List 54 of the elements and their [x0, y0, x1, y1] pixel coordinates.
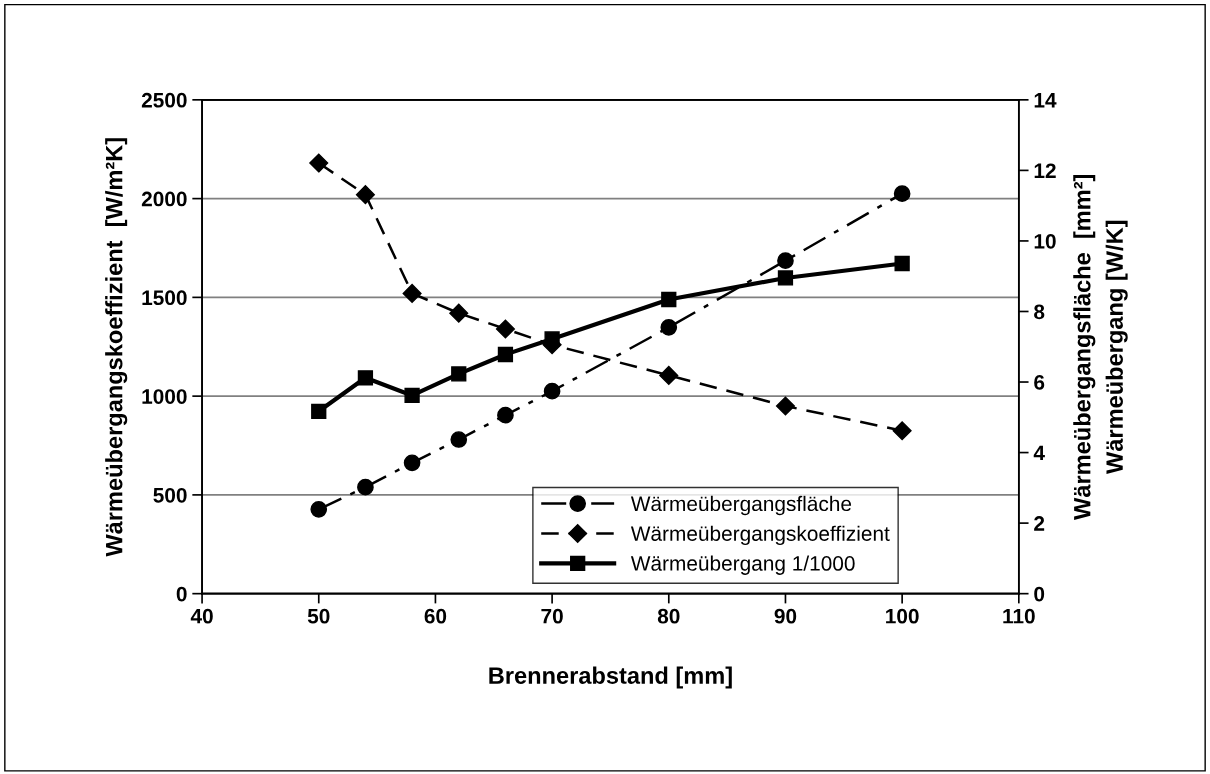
- y-tick-label: 2000: [141, 191, 187, 207]
- y-tick-label: 0: [176, 586, 187, 602]
- y-tick-label: 500: [153, 487, 187, 503]
- point: [402, 283, 422, 303]
- y2-tick-label: 2: [1034, 516, 1045, 531]
- x-tick-label: 60: [424, 608, 447, 624]
- y2-tick-label: 8: [1034, 304, 1045, 320]
- x-axis-title: Brennerabstand [mm]: [489, 666, 732, 689]
- x-tick-label: 100: [886, 608, 919, 624]
- point: [310, 501, 328, 518]
- y2-tick-label: 10: [1034, 233, 1056, 249]
- point: [450, 431, 468, 448]
- point: [777, 252, 794, 270]
- point: [660, 319, 678, 336]
- point: [495, 319, 515, 339]
- point: [661, 291, 677, 308]
- point: [777, 270, 794, 286]
- point: [403, 454, 421, 472]
- legend-label: Wärmeübergang 1/1000: [630, 555, 855, 575]
- y-tick-label: 1000: [142, 389, 187, 404]
- x-tick-label: 70: [541, 608, 563, 624]
- x-tick-label: 90: [774, 608, 797, 624]
- point: [893, 185, 911, 203]
- y2-tick-label: 4: [1033, 445, 1045, 461]
- point: [894, 255, 910, 272]
- point: [357, 478, 374, 496]
- y-tick-label: 2500: [141, 92, 187, 108]
- legend-label: Wärmeübergangskoeffizient: [630, 525, 890, 546]
- point: [544, 331, 560, 347]
- y2-axis-title: Wärmeübergangsfläche [mm²] Wärmeübergang [W/K]: [1073, 174, 1128, 520]
- x-tick-label: 110: [1003, 608, 1035, 624]
- point: [451, 366, 467, 382]
- point: [404, 387, 420, 404]
- point: [497, 346, 514, 363]
- y2-tick-label: 6: [1034, 375, 1045, 390]
- point: [775, 396, 795, 416]
- point: [497, 406, 514, 424]
- x-tick-label: 40: [190, 608, 213, 624]
- point: [543, 382, 561, 400]
- point: [355, 185, 375, 205]
- point: [311, 403, 327, 419]
- y-axis-title: Wärmeübergangskoeffizient [W/m²K]: [105, 138, 128, 557]
- x-tick-label: 50: [307, 608, 330, 624]
- y2-tick-label: 14: [1034, 93, 1057, 108]
- y-tick-label: 1500: [142, 290, 187, 306]
- legend-label: Wärmeübergangsfläche: [630, 495, 852, 516]
- point: [357, 370, 374, 386]
- point: [449, 303, 469, 323]
- x-tick-label: 80: [657, 608, 680, 624]
- y2-tick-label: 12: [1034, 163, 1056, 178]
- point: [309, 153, 329, 173]
- point: [659, 365, 679, 385]
- point: [892, 421, 912, 441]
- y2-tick-label: 0: [1034, 586, 1045, 602]
